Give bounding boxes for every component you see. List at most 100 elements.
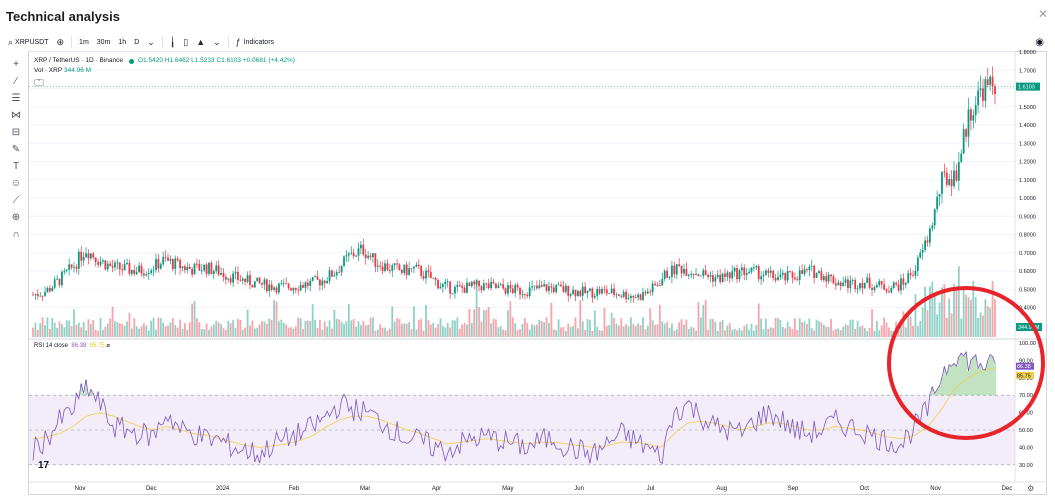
collapse-legend-button[interactable]: ⌃ — [34, 78, 44, 86]
candle-body — [907, 273, 910, 283]
volume-bar — [85, 330, 87, 337]
volume-bar — [444, 327, 447, 337]
pattern-icon[interactable]: ⋈ — [11, 110, 21, 121]
candle-body — [984, 79, 987, 101]
candle-body — [357, 248, 360, 256]
interval-dropdown[interactable]: ⌄ — [143, 33, 159, 51]
volume-bar — [883, 317, 885, 337]
candle-body — [936, 196, 939, 210]
rsi-tick-label: 70.00 — [1019, 393, 1033, 399]
candle-body — [208, 262, 210, 274]
volume-bar — [798, 318, 801, 337]
candle-body — [391, 265, 394, 271]
zoom-icon[interactable]: ⊕ — [11, 212, 21, 223]
candle-body — [564, 285, 567, 292]
volume-bar — [781, 326, 784, 337]
volume-bar — [65, 320, 68, 337]
candle-body — [523, 294, 526, 296]
emoji-icon[interactable]: ☺ — [10, 178, 22, 189]
volume-bar — [538, 319, 541, 337]
candle-body — [507, 285, 509, 294]
volume-bar — [642, 317, 644, 337]
candle-body — [605, 289, 608, 294]
volume-bar — [495, 319, 497, 337]
volume-bar — [548, 322, 550, 337]
magnet-icon[interactable]: ∩ — [12, 229, 20, 240]
volume-bar — [933, 296, 936, 337]
volume-bar — [526, 322, 529, 337]
candle-body — [212, 271, 215, 274]
volume-bar — [456, 317, 459, 337]
snapshot-button[interactable]: ◉ — [1031, 33, 1048, 51]
rsi-legend: RSI 14 close 86.38 85.75 ⌀ — [34, 342, 110, 349]
candle-body — [403, 264, 406, 273]
candle-body — [205, 264, 208, 274]
volume-bar — [343, 323, 345, 337]
close-icon[interactable]: ✕ — [1038, 7, 1049, 21]
candle-body — [155, 258, 157, 270]
candle-body — [803, 269, 806, 274]
candle-body — [714, 277, 717, 282]
volume-bar — [808, 318, 811, 337]
volume-bar — [712, 318, 714, 337]
candle-body — [135, 272, 138, 274]
compare-button[interactable]: ⊕ — [53, 33, 69, 51]
indicators-button[interactable]: ƒ Indicators — [232, 33, 278, 51]
candle-body — [929, 228, 931, 243]
volume-bar — [900, 326, 902, 337]
volume-bar — [926, 310, 929, 337]
volume-bar — [707, 330, 709, 337]
interval-d[interactable]: D — [134, 38, 140, 46]
volume-bar — [938, 302, 941, 337]
chart-type-button[interactable]: ▯ — [179, 33, 192, 51]
fib-icon[interactable]: ☰ — [11, 93, 21, 104]
candle-body — [461, 285, 464, 288]
area-button[interactable]: ▲ — [192, 33, 209, 51]
volume-bar — [302, 329, 304, 337]
rsi-settings-icon[interactable]: ⌀ — [106, 343, 111, 349]
volume-bar — [179, 319, 181, 337]
crosshair-icon[interactable]: + — [13, 59, 19, 70]
volume-bar — [552, 329, 555, 337]
volume-bar — [757, 303, 760, 337]
candles-button[interactable]: ╽ — [166, 33, 179, 51]
volume-bar — [810, 328, 813, 337]
prediction-icon[interactable]: ⊟ — [11, 127, 21, 138]
candle-body — [145, 274, 148, 276]
candle-body — [859, 282, 861, 289]
chart-type-dropdown[interactable]: ⌄ — [209, 33, 225, 51]
candle-body — [883, 284, 885, 290]
candle-body — [994, 86, 996, 95]
volume-bar — [102, 329, 104, 337]
candle-body — [957, 162, 960, 181]
volume-bar — [543, 322, 546, 337]
volume-bar — [605, 326, 608, 337]
interval-1m[interactable]: 1m — [79, 38, 89, 46]
trend-line-icon[interactable]: ⁄ — [15, 76, 17, 87]
ruler-icon[interactable]: ⟋ — [12, 195, 20, 206]
brush-icon[interactable]: ✎ — [11, 144, 21, 155]
volume-bar — [589, 320, 591, 337]
candle-body — [769, 270, 772, 273]
interval-1h[interactable]: 1h — [118, 38, 127, 46]
symbol-search[interactable]: ⌕ XRPUSDT — [4, 33, 53, 51]
volume-bar — [106, 323, 109, 337]
text-icon[interactable]: T — [12, 161, 20, 172]
time-tick-label: Aug — [716, 486, 727, 492]
candle-body — [224, 277, 227, 280]
candle-body — [441, 283, 444, 287]
candle-body — [321, 280, 324, 286]
volume-bar — [716, 330, 719, 337]
volume-bar — [733, 328, 736, 337]
candle-body — [306, 282, 309, 286]
change-value: +0.0681 (+4.42%) — [242, 57, 295, 64]
volume-label: Vol · XRP — [34, 67, 63, 74]
candle-body — [429, 272, 432, 279]
candle-body — [456, 285, 459, 287]
interval-30m[interactable]: 30m — [96, 38, 111, 46]
volume-bar — [533, 325, 536, 337]
candle-body — [280, 283, 283, 285]
chevron-down-icon: ⌄ — [147, 36, 155, 47]
settings-icon[interactable]: ⚙ — [1027, 484, 1035, 493]
